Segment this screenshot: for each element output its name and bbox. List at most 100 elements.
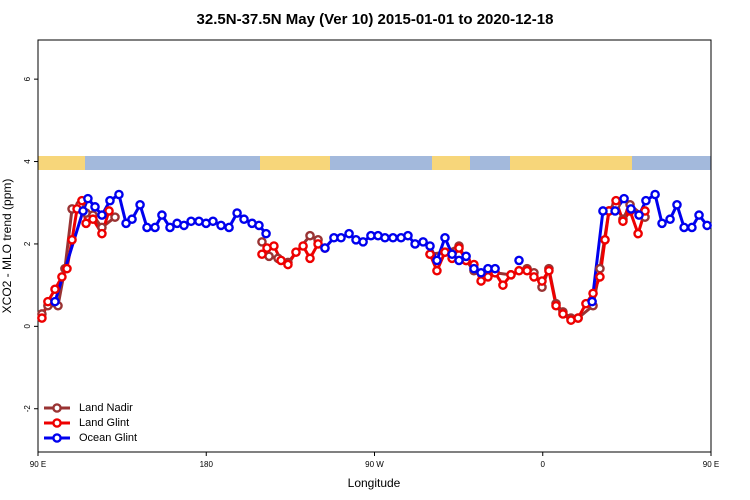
point	[269, 241, 279, 251]
point	[298, 241, 308, 251]
point	[388, 232, 398, 243]
ocean-band	[330, 156, 432, 170]
point	[476, 267, 486, 278]
point	[573, 313, 583, 323]
point	[611, 195, 621, 206]
point	[432, 255, 442, 266]
point	[291, 247, 301, 257]
point	[110, 212, 120, 222]
point	[358, 237, 368, 247]
point	[208, 216, 218, 227]
point	[165, 222, 175, 233]
x-axis-label: Longitude	[348, 476, 401, 490]
y-tick-label: 2	[23, 241, 32, 246]
point	[522, 265, 532, 276]
point	[418, 237, 428, 247]
point	[618, 216, 628, 227]
point	[257, 237, 267, 247]
land-band	[38, 156, 85, 170]
point	[97, 228, 107, 239]
legend-marker	[52, 433, 62, 443]
point	[634, 210, 644, 220]
point	[150, 222, 160, 233]
point	[595, 272, 605, 282]
point	[600, 235, 610, 245]
point	[672, 199, 682, 210]
legend-label: Land Glint	[79, 417, 129, 429]
land-band	[432, 156, 632, 170]
point	[650, 189, 660, 200]
x-tick-label: 0	[541, 460, 546, 469]
point	[461, 251, 471, 262]
point	[320, 243, 330, 253]
point	[114, 189, 124, 200]
point	[514, 255, 524, 266]
ocean-band	[85, 156, 260, 170]
point	[105, 195, 115, 206]
point	[224, 222, 234, 233]
point	[544, 265, 554, 276]
point	[410, 239, 420, 249]
point	[679, 222, 689, 233]
land-ocean-band	[38, 156, 711, 170]
point	[506, 270, 516, 280]
point	[440, 232, 450, 243]
point	[62, 263, 72, 274]
point	[447, 249, 457, 260]
x-tick-label: 180	[200, 460, 214, 469]
legend-label: Ocean Glint	[79, 432, 137, 444]
point	[641, 195, 651, 206]
point	[344, 228, 354, 239]
point	[276, 255, 286, 266]
point	[239, 214, 249, 225]
point	[490, 263, 500, 274]
ocean-band	[470, 156, 510, 170]
point	[50, 284, 60, 295]
point	[425, 249, 435, 260]
point	[232, 208, 242, 218]
x-tick-label: 90 W	[365, 460, 384, 469]
point	[665, 214, 675, 225]
y-tick-label: 0	[23, 324, 32, 329]
legend-marker	[52, 403, 62, 413]
point	[142, 222, 152, 233]
point	[254, 220, 264, 231]
y-tick-label: 4	[23, 159, 32, 164]
point	[454, 255, 464, 266]
point	[336, 232, 346, 243]
point	[50, 296, 60, 307]
point	[702, 220, 712, 231]
point	[587, 296, 597, 307]
point	[78, 206, 88, 216]
y-tick-label: 6	[23, 76, 32, 81]
chart-title: 32.5N-37.5N May (Ver 10) 2015-01-01 to 2…	[197, 11, 554, 28]
y-tick-label: -2	[23, 405, 32, 413]
point	[595, 263, 605, 274]
point	[83, 193, 93, 204]
point	[403, 230, 413, 241]
point	[498, 280, 508, 290]
point	[179, 220, 189, 231]
point	[104, 206, 114, 216]
y-axis-label: XCO2 - MLO trend (ppm)	[0, 179, 14, 314]
point	[558, 309, 568, 319]
point	[529, 272, 539, 282]
point	[257, 249, 267, 260]
land-band	[260, 156, 330, 170]
point	[135, 199, 145, 210]
x-tick-label: 90 E	[703, 460, 719, 469]
point	[551, 300, 561, 311]
point	[469, 263, 479, 274]
point	[81, 218, 91, 229]
point	[687, 222, 697, 233]
ocean-band	[632, 156, 711, 170]
point	[610, 206, 620, 216]
point	[305, 230, 315, 241]
point	[633, 228, 643, 239]
point	[88, 214, 98, 225]
point	[67, 235, 77, 245]
point	[626, 204, 636, 214]
point	[537, 276, 547, 286]
legend-marker	[52, 418, 62, 428]
